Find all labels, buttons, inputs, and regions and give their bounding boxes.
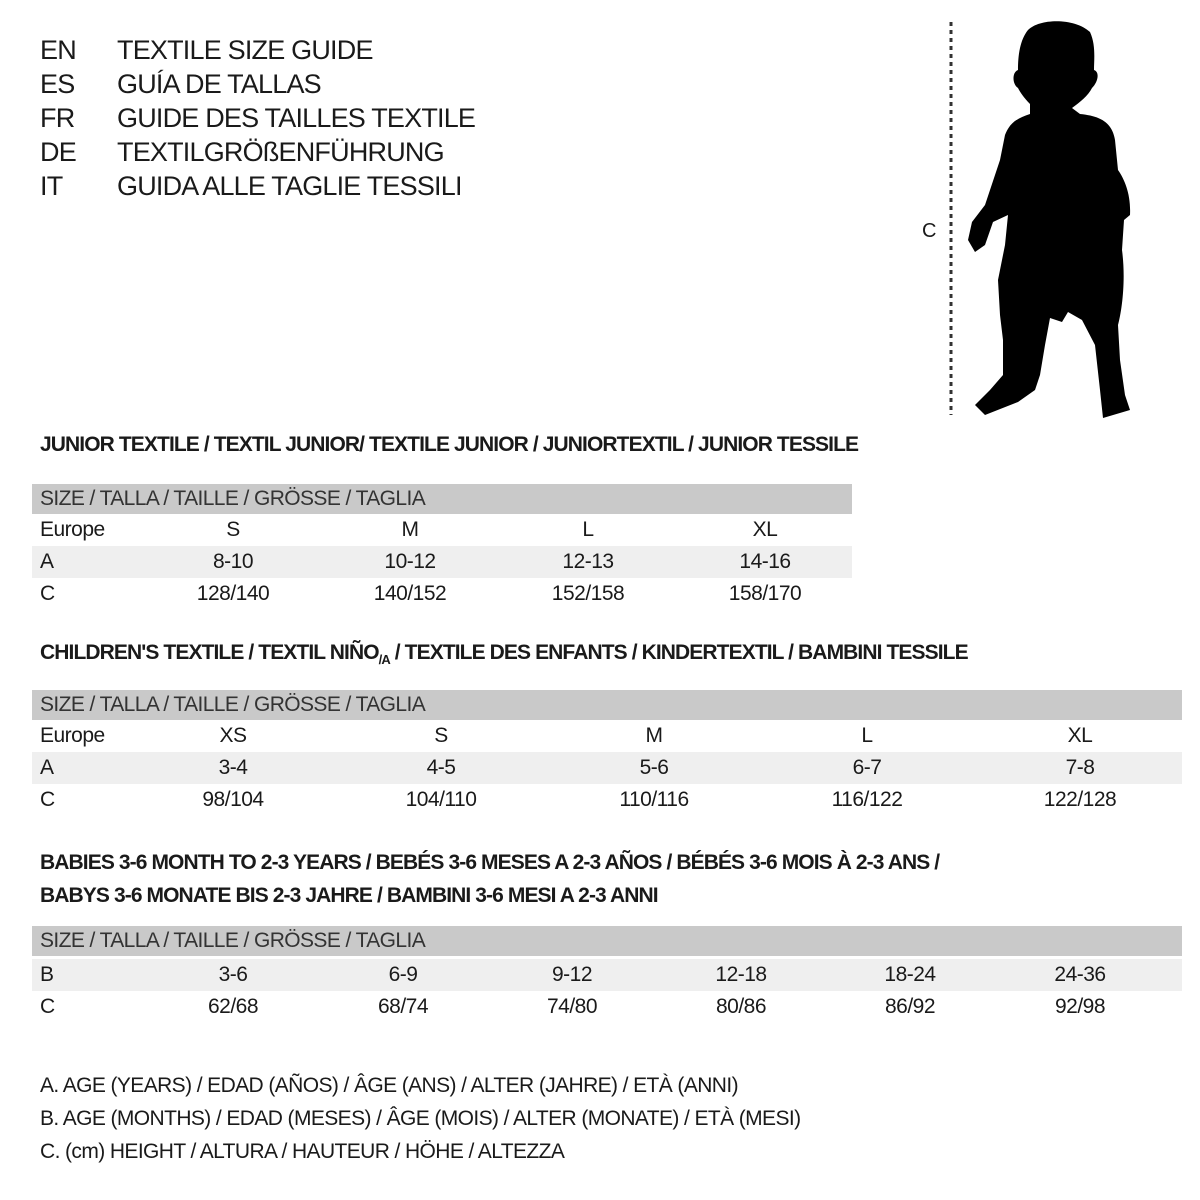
table-cell: M <box>645 724 664 747</box>
table-cell: 6-9 <box>388 963 418 986</box>
lang-row-fr: FR GUIDE DES TAILLES TEXTILE <box>40 101 540 135</box>
height-measure-label: C <box>922 220 937 242</box>
table-cell: 8-10 <box>212 550 254 573</box>
children-title-text: CHILDREN'S TEXTILE / TEXTIL NIÑO/A / TEX… <box>40 636 969 669</box>
table-header-text: SIZE / TALLA / TAILLE / GRÖSSE / TAGLIA <box>40 929 426 952</box>
lang-code: FR <box>40 103 75 133</box>
row-label: A <box>40 550 54 573</box>
row-label: C <box>40 995 55 1018</box>
table-cell: 3-6 <box>218 963 248 986</box>
table-header: SIZE / TALLA / TAILLE / GRÖSSE / TAGLIA <box>32 926 1182 956</box>
babies-title-line: BABYS 3-6 MONATE BIS 2-3 JAHRE / BAMBINI… <box>40 884 659 907</box>
table-header: SIZE / TALLA / TAILLE / GRÖSSE / TAGLIA <box>32 690 1182 720</box>
table-cell: 7-8 <box>1065 756 1095 779</box>
table-row: B 3-6 6-9 9-12 12-18 18-24 24-36 <box>32 959 1182 991</box>
table-row: C 98/104 104/110 110/116 116/122 122/128 <box>32 784 1182 816</box>
table-cell: 110/116 <box>619 788 689 811</box>
lang-row-es: ES GUÍA DE TALLAS <box>40 67 540 101</box>
table-cell: 122/128 <box>1043 788 1117 811</box>
table-cell: 3-4 <box>218 756 248 779</box>
row-label: Europe <box>40 518 105 541</box>
table-row: C 128/140 140/152 152/158 158/170 <box>32 578 852 610</box>
table-cell: 4-5 <box>426 756 456 779</box>
lang-title: TEXTILGRÖßENFÜHRUNG <box>117 137 445 167</box>
row-label: Europe <box>40 724 105 747</box>
table-row: A 8-10 10-12 12-13 14-16 <box>32 546 852 578</box>
table-header: SIZE / TALLA / TAILLE / GRÖSSE / TAGLIA <box>32 484 852 514</box>
table-row: A 3-4 4-5 5-6 6-7 7-8 <box>32 752 1182 784</box>
table-cell: 62/68 <box>207 995 259 1018</box>
legend-item-c: C. (cm) HEIGHT / ALTURA / HAUTEUR / HÖHE… <box>40 1140 565 1163</box>
table-cell: 68/74 <box>377 995 429 1018</box>
table-cell: 9-12 <box>551 963 593 986</box>
silhouette-shape <box>968 21 1131 418</box>
table-cell: 6-7 <box>852 756 882 779</box>
table-header-text: SIZE / TALLA / TAILLE / GRÖSSE / TAGLIA <box>40 487 426 510</box>
child-silhouette-icon <box>949 21 1131 418</box>
junior-size-table: SIZE / TALLA / TAILLE / GRÖSSE / TAGLIA … <box>32 484 852 610</box>
table-cell: S <box>434 724 448 747</box>
lang-row-de: DE TEXTILGRÖßENFÜHRUNG <box>40 135 540 169</box>
table-cell: XS <box>219 724 247 747</box>
children-section-title: CHILDREN'S TEXTILE / TEXTIL NIÑO/A / TEX… <box>40 636 969 669</box>
table-row: Europe XS S M L XL <box>32 720 1182 752</box>
table-cell: S <box>226 518 240 541</box>
legend-list: A. AGE (YEARS) / EDAD (AÑOS) / ÂGE (ANS)… <box>40 1069 801 1168</box>
table-cell: XL <box>1067 724 1093 747</box>
table-cell: 98/104 <box>202 788 264 811</box>
lang-title: GUIDA ALLE TAGLIE TESSILI <box>117 171 462 201</box>
table-cell: 18-24 <box>884 963 936 986</box>
table-cell: 10-12 <box>384 550 436 573</box>
table-cell: XL <box>752 518 778 541</box>
table-cell: 12-13 <box>562 550 614 573</box>
table-cell: L <box>582 518 594 541</box>
table-cell: L <box>861 724 873 747</box>
babies-title-line: BABIES 3-6 MONTH TO 2-3 YEARS / BEBÉS 3-… <box>40 851 940 874</box>
legend-item-b: B. AGE (MONTHS) / EDAD (MESES) / ÂGE (MO… <box>40 1107 801 1130</box>
table-row: C 62/68 68/74 74/80 80/86 86/92 92/98 <box>32 991 1182 1023</box>
table-cell: 104/110 <box>405 788 477 811</box>
table-cell: 12-18 <box>715 963 767 986</box>
table-cell: 74/80 <box>546 995 598 1018</box>
table-cell: M <box>401 518 420 541</box>
table-cell: 5-6 <box>639 756 669 779</box>
table-cell: 158/170 <box>728 582 802 605</box>
table-cell: 128/140 <box>196 582 270 605</box>
children-size-table: SIZE / TALLA / TAILLE / GRÖSSE / TAGLIA … <box>32 690 1182 816</box>
children-title-post: / TEXTILE DES ENFANTS / KINDERTEXTIL / B… <box>389 641 969 664</box>
lang-row-en: EN TEXTILE SIZE GUIDE <box>40 33 540 67</box>
table-cell: 116/122 <box>831 788 903 811</box>
lang-title: GUÍA DE TALLAS <box>117 69 322 99</box>
row-label: C <box>40 582 55 605</box>
table-cell: 80/86 <box>715 995 767 1018</box>
table-cell: 92/98 <box>1054 995 1106 1018</box>
lang-title: TEXTILE SIZE GUIDE <box>117 35 373 65</box>
table-cell: 14-16 <box>739 550 791 573</box>
lang-code: EN <box>40 35 77 65</box>
lang-row-it: IT GUIDA ALLE TAGLIE TESSILI <box>40 169 540 203</box>
legend-item-a: A. AGE (YEARS) / EDAD (AÑOS) / ÂGE (ANS)… <box>40 1074 739 1097</box>
lang-code: IT <box>40 171 63 201</box>
junior-title-text: JUNIOR TEXTILE / TEXTIL JUNIOR/ TEXTILE … <box>40 433 859 456</box>
lang-code: ES <box>40 69 75 99</box>
table-cell: 24-36 <box>1054 963 1106 986</box>
lang-title: GUIDE DES TAILLES TEXTILE <box>117 103 476 133</box>
babies-size-table: SIZE / TALLA / TAILLE / GRÖSSE / TAGLIA … <box>32 926 1182 1023</box>
lang-code: DE <box>40 137 77 167</box>
table-cell: 140/152 <box>373 582 447 605</box>
junior-section-title: JUNIOR TEXTILE / TEXTIL JUNIOR/ TEXTILE … <box>40 428 859 461</box>
table-cell: 86/92 <box>884 995 936 1018</box>
row-label: B <box>40 963 54 986</box>
children-title-sub: /A <box>378 652 391 668</box>
row-label: A <box>40 756 54 779</box>
babies-section-title: BABIES 3-6 MONTH TO 2-3 YEARS / BEBÉS 3-… <box>40 846 940 912</box>
table-row: Europe S M L XL <box>32 514 852 546</box>
table-header-text: SIZE / TALLA / TAILLE / GRÖSSE / TAGLIA <box>40 693 426 716</box>
table-cell: 152/158 <box>551 582 625 605</box>
row-label: C <box>40 788 55 811</box>
children-title-pre: CHILDREN'S TEXTILE / TEXTIL NIÑO <box>40 641 380 664</box>
